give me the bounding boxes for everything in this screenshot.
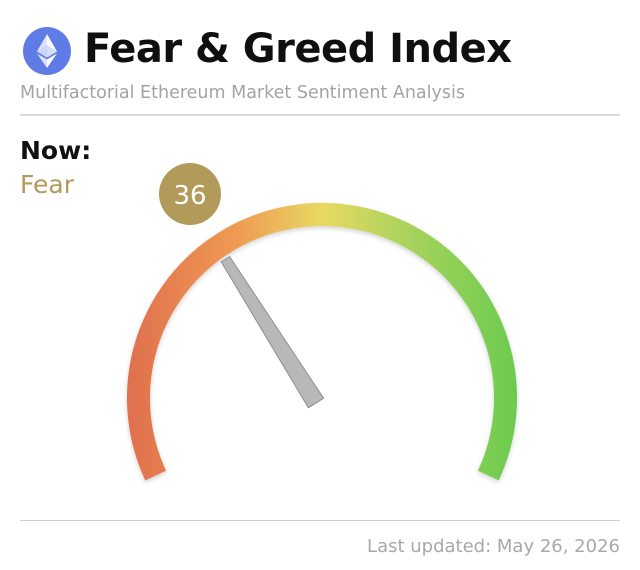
footer-divider [20, 520, 620, 521]
sentiment-label: Fear [20, 170, 74, 199]
page-subtitle: Multifactorial Ethereum Market Sentiment… [20, 83, 465, 103]
ethereum-icon [23, 27, 71, 75]
sentiment-gauge: 36 [127, 163, 517, 481]
now-label: Now: [20, 136, 92, 165]
gauge-arc [127, 202, 517, 481]
page-title: Fear & Greed Index [84, 26, 512, 72]
header: Fear & Greed Index [20, 24, 620, 76]
gauge-needle [220, 255, 325, 409]
header-divider [20, 114, 620, 116]
value-badge-text: 36 [173, 181, 206, 211]
last-updated: Last updated: May 26, 2026 [367, 536, 620, 557]
value-badge [159, 163, 221, 225]
